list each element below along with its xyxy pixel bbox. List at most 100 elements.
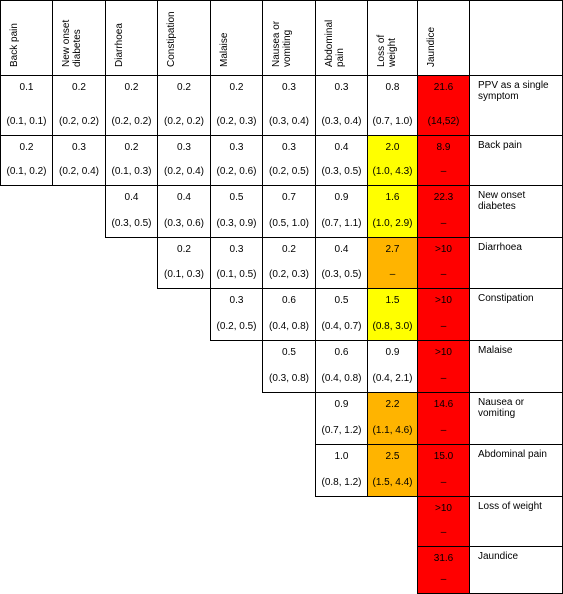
value: 0.2	[282, 244, 296, 255]
cell: 0.2 (0.1, 0.3)	[105, 135, 158, 186]
cell: 0.2 (0.2, 0.2)	[157, 75, 211, 136]
value: 0.9	[334, 192, 349, 203]
value: 1.0	[334, 451, 349, 462]
row-label: Malaise	[478, 345, 513, 356]
value: 22.3	[433, 192, 454, 203]
cell: 22.3 –	[417, 185, 470, 238]
cell: 0.4 (0.3, 0.5)	[315, 135, 368, 186]
header-text: Malaise	[219, 32, 230, 67]
row-label: Nausea or vomiting	[478, 397, 525, 419]
value: 0.1	[19, 82, 34, 93]
value: 1.6	[385, 192, 400, 203]
confidence-interval: (0.8, 3.0)	[372, 321, 413, 332]
cell: 0.6 (0.4, 0.8)	[315, 340, 368, 393]
header-text: Diarrhoea	[114, 23, 125, 67]
confidence-interval: (0.1, 0.2)	[6, 166, 47, 177]
row-label-cell: Nausea or vomiting	[469, 392, 563, 445]
confidence-interval: (0.2, 0.3)	[268, 269, 310, 280]
confidence-interval: (0.7, 1.0)	[372, 116, 413, 127]
cell: 0.5 (0.3, 0.9)	[210, 185, 263, 238]
column-header: New onset diabetes	[52, 0, 106, 76]
value: 0.3	[334, 82, 349, 93]
value: >10	[435, 295, 452, 306]
cell: 0.3 (0.2, 0.6)	[210, 135, 263, 186]
value: 31.6	[433, 553, 454, 564]
confidence-interval: (0.7, 1.1)	[321, 218, 362, 229]
value: 1.5	[385, 295, 400, 306]
confidence-interval: –	[440, 321, 447, 332]
cell: 0.3 (0.2, 0.5)	[262, 135, 316, 186]
row-label-cell: Abdominal pain	[469, 444, 563, 497]
header-text: New onset diabetes	[61, 19, 83, 67]
row-label-cell: Malaise	[469, 340, 563, 393]
cell: 0.2 (0.2, 0.2)	[52, 75, 106, 136]
confidence-interval: (0.3, 0.5)	[321, 166, 362, 177]
confidence-interval: –	[440, 373, 447, 384]
confidence-interval: (0.4, 0.8)	[321, 373, 362, 384]
cell: 1.5 (0.8, 3.0)	[367, 288, 418, 341]
confidence-interval: (0.2, 0.2)	[111, 116, 152, 127]
cell: 0.3 (0.2, 0.5)	[210, 288, 263, 341]
cell: 0.2 (0.2, 0.2)	[105, 75, 158, 136]
value: 0.2	[229, 82, 244, 93]
confidence-interval: (14,52)	[427, 116, 460, 127]
column-header: Diarrhoea	[105, 0, 158, 76]
row-label-cell: Loss of weight	[469, 496, 563, 547]
cell: 0.3 (0.1, 0.5)	[210, 237, 263, 289]
value: 0.4	[334, 244, 349, 255]
value: 0.2	[177, 244, 191, 255]
confidence-interval: (0.3, 0.5)	[321, 269, 362, 280]
header-text: Loss of weight	[376, 34, 398, 67]
cell: 0.3 (0.2, 0.4)	[157, 135, 211, 186]
column-header: Malaise	[210, 0, 263, 76]
value: 8.9	[436, 142, 451, 153]
cell: 14.6 –	[417, 392, 470, 445]
cell: 0.4 (0.3, 0.5)	[105, 185, 158, 238]
value: 2.7	[385, 244, 400, 255]
confidence-interval: (0.4, 0.8)	[268, 321, 310, 332]
cell: 0.5 (0.3, 0.8)	[262, 340, 316, 393]
value: 21.6	[433, 82, 454, 93]
cell: >10 –	[417, 340, 470, 393]
cell: 0.9 (0.7, 1.2)	[315, 392, 368, 445]
corner-cell	[469, 0, 563, 76]
value: 0.6	[334, 347, 349, 358]
value: 0.9	[385, 347, 400, 358]
cell: 0.2 (0.1, 0.2)	[0, 135, 53, 186]
row-label: PPV as a single symptom	[478, 80, 549, 102]
cell: 0.6 (0.4, 0.8)	[262, 288, 316, 341]
cell: 0.2 (0.2, 0.3)	[262, 237, 316, 289]
confidence-interval: (0.2, 0.3)	[216, 116, 257, 127]
cell: 1.6 (1.0, 2.9)	[367, 185, 418, 238]
confidence-interval: –	[440, 218, 447, 229]
row-label: Loss of weight	[478, 501, 542, 512]
value: 0.5	[334, 295, 349, 306]
column-header: Abdominal pain	[315, 0, 368, 76]
confidence-interval: (0.5, 1.0)	[268, 218, 310, 229]
value: 0.6	[282, 295, 296, 306]
value: 2.0	[385, 142, 400, 153]
header-text: Constipation	[166, 11, 177, 67]
cell: 0.3 (0.3, 0.4)	[262, 75, 316, 136]
confidence-interval: (0.7, 1.2)	[321, 425, 362, 436]
cell: 1.0 (0.8, 1.2)	[315, 444, 368, 497]
header-text: Nausea or vomiting	[271, 20, 293, 67]
column-header: Loss of weight	[367, 0, 418, 76]
value: 0.2	[72, 82, 86, 93]
cell: 0.4 (0.3, 0.6)	[157, 185, 211, 238]
header-text: Back pain	[9, 23, 20, 67]
value: 2.5	[385, 451, 400, 462]
cell: 15.0 –	[417, 444, 470, 497]
row-label-cell: New onset diabetes	[469, 185, 563, 238]
cell: >10 –	[417, 237, 470, 289]
cell: 2.5 (1.5, 4.4)	[367, 444, 418, 497]
value: 14.6	[433, 399, 454, 410]
cell: 2.7 –	[367, 237, 418, 289]
cell: 0.2 (0.2, 0.3)	[210, 75, 263, 136]
row-label-cell: PPV as a single symptom	[469, 75, 563, 136]
confidence-interval: –	[440, 527, 447, 538]
confidence-interval: –	[440, 166, 447, 177]
confidence-interval: (1.1, 4.6)	[372, 425, 413, 436]
cell: 2.2 (1.1, 4.6)	[367, 392, 418, 445]
confidence-interval: –	[440, 269, 447, 280]
